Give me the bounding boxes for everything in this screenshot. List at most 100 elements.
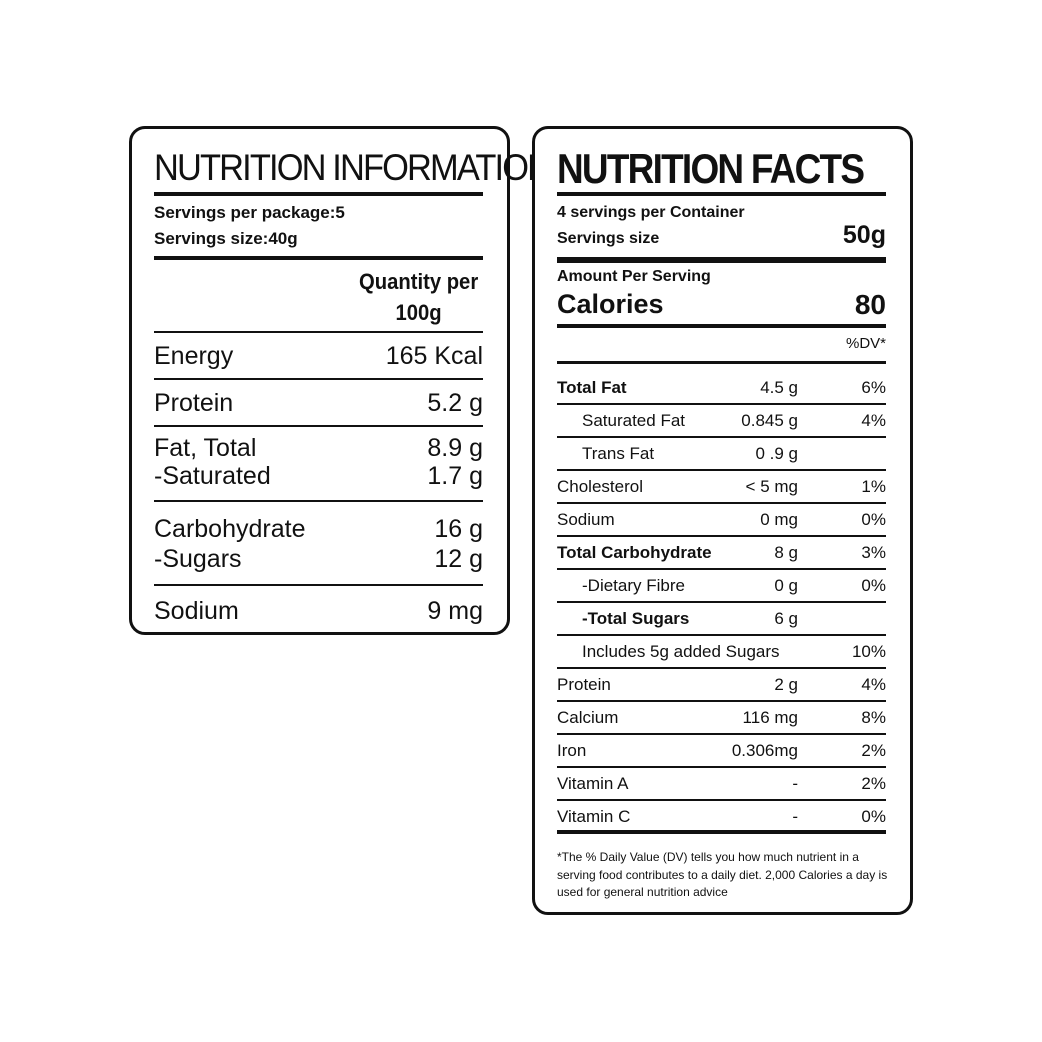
trans-fat-row: Trans Fat 0 .9 g bbox=[557, 438, 886, 471]
nutrient-label: Energy bbox=[154, 342, 234, 370]
nutrient-value: 16 g bbox=[434, 515, 483, 543]
vitamin-c-row: Vitamin C - 0% bbox=[557, 801, 886, 834]
nutrient-amount: 4.5 g bbox=[760, 378, 798, 397]
vitamin-a-row: Vitamin A - 2% bbox=[557, 768, 886, 801]
nutrient-amount: 0 g bbox=[774, 576, 798, 595]
divider bbox=[557, 601, 886, 603]
nutrient-name: Protein bbox=[557, 675, 611, 694]
nutrient-amount: 0 mg bbox=[760, 510, 798, 529]
calories-label: Calories bbox=[557, 289, 664, 319]
divider bbox=[557, 403, 886, 405]
nutrition-information-title: NUTRITION INFORMATION bbox=[154, 147, 552, 188]
divider bbox=[154, 425, 483, 427]
nutrient-name: Total Carbohydrate bbox=[557, 543, 712, 562]
servings-size: Servings size:40g bbox=[154, 229, 298, 248]
divider bbox=[557, 667, 886, 669]
divider bbox=[557, 733, 886, 735]
nutrient-name: Iron bbox=[557, 741, 587, 760]
nutrient-dv: 4% bbox=[861, 411, 886, 430]
nutrient-dv: 0% bbox=[861, 807, 886, 826]
daily-value-header: %DV* bbox=[845, 335, 886, 352]
nutrition-facts-title: NUTRITION FACTS bbox=[557, 145, 865, 192]
divider bbox=[557, 766, 886, 768]
nutrient-label: Protein bbox=[154, 389, 234, 417]
nutrient-value: 5.2 g bbox=[427, 389, 483, 417]
nutrient-dv: 3% bbox=[861, 543, 886, 562]
nutrient-name: Total Fat bbox=[557, 378, 627, 397]
nutrient-dv: 10% bbox=[851, 642, 886, 661]
calcium-row: Calcium 116 mg 8% bbox=[557, 702, 886, 735]
nutrient-dv: 8% bbox=[861, 708, 886, 727]
quantity-per-header: Quantity per 100g bbox=[358, 269, 479, 325]
divider bbox=[154, 192, 483, 196]
nutrient-dv: 1% bbox=[861, 477, 886, 496]
nutrient-name: -Dietary Fibre bbox=[582, 576, 685, 595]
nutrient-amount: 0 .9 g bbox=[755, 444, 798, 463]
nutrient-amount: 0.845 g bbox=[741, 411, 798, 430]
nutrient-dv: 0% bbox=[861, 576, 886, 595]
daily-value-footnote: *The % Daily Value (DV) tells you how mu… bbox=[557, 850, 888, 899]
nutrient-dv: 4% bbox=[861, 675, 886, 694]
total-sugars-row: -Total Sugars 6 g bbox=[557, 603, 886, 636]
iron-row: Iron 0.306mg 2% bbox=[557, 735, 886, 768]
nutrient-amount: < 5 mg bbox=[745, 477, 798, 496]
divider bbox=[154, 378, 483, 380]
nutrient-name: Trans Fat bbox=[582, 444, 655, 463]
servings-per-container: 4 servings per Container bbox=[557, 204, 745, 221]
divider bbox=[557, 257, 886, 263]
divider bbox=[154, 331, 483, 333]
divider bbox=[557, 361, 886, 364]
total-fat-row: Total Fat 4.5 g 6% bbox=[557, 372, 886, 405]
dietary-fibre-row: -Dietary Fibre 0 g 0% bbox=[557, 570, 886, 603]
nutrient-dv: 6% bbox=[861, 378, 886, 397]
saturated-fat-row: Saturated Fat 0.845 g 4% bbox=[557, 405, 886, 438]
nutrient-name: Includes 5g added Sugars bbox=[582, 642, 780, 661]
nutrient-label: Carbohydrate bbox=[154, 515, 306, 543]
nutrient-name: Cholesterol bbox=[557, 477, 643, 496]
nutrient-name: -Total Sugars bbox=[582, 609, 690, 628]
divider bbox=[557, 830, 886, 834]
divider bbox=[557, 436, 886, 438]
nutrient-value: 12 g bbox=[434, 545, 483, 573]
nutrient-name: Sodium bbox=[557, 510, 615, 529]
divider bbox=[557, 469, 886, 471]
divider bbox=[557, 192, 886, 196]
nutrient-amount: - bbox=[792, 774, 798, 793]
sodium-row: Sodium 0 mg 0% bbox=[557, 504, 886, 537]
nutrient-value: 165 Kcal bbox=[385, 342, 483, 370]
cholesterol-row: Cholesterol < 5 mg 1% bbox=[557, 471, 886, 504]
divider bbox=[557, 799, 886, 801]
nutrient-name: Saturated Fat bbox=[582, 411, 686, 430]
nutrient-name: Vitamin A bbox=[557, 774, 629, 793]
divider bbox=[557, 568, 886, 570]
nutrient-amount: 6 g bbox=[774, 609, 798, 628]
divider bbox=[154, 584, 483, 586]
nutrient-name: Calcium bbox=[557, 708, 619, 727]
nutrient-name: Vitamin C bbox=[557, 807, 631, 826]
nutrient-amount: 8 g bbox=[774, 543, 798, 562]
calories-value: 80 bbox=[854, 289, 886, 320]
nutrient-amount: - bbox=[792, 807, 798, 826]
nutrient-label: Fat, Total bbox=[154, 434, 257, 462]
servings-per-package: Servings per package:5 bbox=[154, 203, 345, 222]
nutrient-dv: 2% bbox=[861, 774, 886, 793]
nutrient-value: 1.7 g bbox=[427, 462, 483, 490]
added-sugars-row: Includes 5g added Sugars 10% bbox=[557, 636, 886, 669]
total-carbohydrate-row: Total Carbohydrate 8 g 3% bbox=[557, 537, 886, 570]
nutrition-facts-panel: NUTRITION FACTS 4 servings per Container… bbox=[532, 126, 913, 915]
servings-size-value: 50g bbox=[842, 221, 886, 249]
nutrient-value: 8.9 g bbox=[427, 434, 483, 462]
nutrient-value: 9 mg bbox=[427, 597, 483, 625]
nutrient-dv: 2% bbox=[861, 741, 886, 760]
nutrient-amount: 2 g bbox=[774, 675, 798, 694]
amount-per-serving: Amount Per Serving bbox=[557, 268, 711, 285]
divider bbox=[557, 634, 886, 636]
nutrient-label: -Saturated bbox=[154, 462, 271, 490]
nutrient-amount: 0.306mg bbox=[731, 741, 798, 760]
servings-size-label: Servings size bbox=[557, 230, 660, 247]
protein-row: Protein 2 g 4% bbox=[557, 669, 886, 702]
nutrient-label: Sodium bbox=[154, 597, 239, 625]
nutrition-information-panel: NUTRITION INFORMATION Servings per packa… bbox=[129, 126, 552, 635]
divider bbox=[557, 502, 886, 504]
nutrient-dv: 0% bbox=[861, 510, 886, 529]
